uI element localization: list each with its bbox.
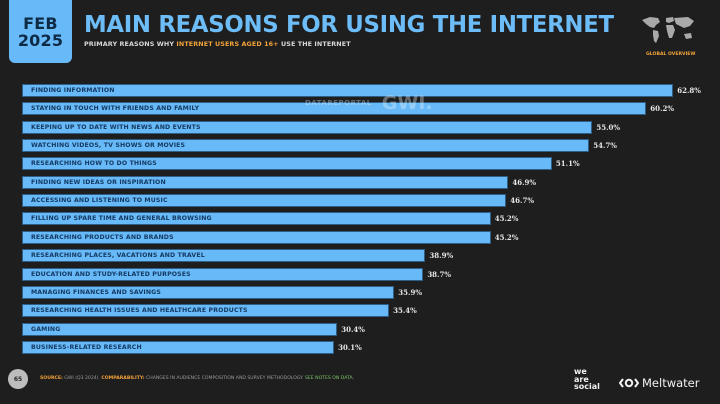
bar-value: 46.9%: [512, 177, 537, 187]
bar-label: WATCHING VIDEOS, TV SHOWS OR MOVIES: [31, 142, 186, 150]
subtitle-highlight: INTERNET USERS AGED 16+: [176, 40, 279, 48]
bar-row: RESEARCHING PRODUCTS AND BRANDS 45.2%: [22, 230, 519, 244]
bar-row: MANAGING FINANCES AND SAVINGS 35.9%: [22, 285, 422, 299]
logo-line-2: are: [574, 374, 589, 384]
bar-row: FINDING INFORMATION 62.8%: [22, 84, 701, 97]
bar-label: ACCESSING AND LISTENING TO MUSIC: [31, 197, 168, 205]
bar-row: GAMING 30.4%: [22, 322, 365, 336]
bar-row: EDUCATION AND STUDY-RELATED PURPOSES 38.7…: [22, 267, 452, 281]
date-month: FEB: [23, 13, 58, 33]
bar: RESEARCHING PRODUCTS AND BRANDS: [22, 230, 491, 244]
meltwater-text: Meltwater: [642, 376, 700, 390]
world-map-icon: [642, 17, 694, 43]
bar: GAMING: [22, 322, 338, 336]
bar-value: 60.2%: [650, 104, 674, 114]
bar: ACCESSING AND LISTENING TO MUSIC: [22, 194, 507, 208]
bar-value: 35.9%: [398, 287, 422, 297]
bar-label: MANAGING FINANCES AND SAVINGS: [31, 288, 161, 296]
bar: WATCHING VIDEOS, TV SHOWS OR MOVIES: [22, 139, 590, 153]
bar-value: 62.8%: [677, 86, 701, 95]
bar-row: WATCHING VIDEOS, TV SHOWS OR MOVIES 54.7%: [22, 139, 617, 153]
bar-row: FINDING NEW IDEAS OR INSPIRATION 46.9%: [22, 175, 537, 189]
bar-row: ACCESSING AND LISTENING TO MUSIC 46.7%: [22, 194, 534, 208]
logo-line-1: we: [574, 367, 587, 376]
bar: FINDING NEW IDEAS OR INSPIRATION: [22, 175, 509, 189]
source-label: SOURCE:: [40, 376, 63, 381]
bar-row: RESEARCHING HOW TO DO THINGS 51.1%: [22, 157, 580, 171]
bar-value: 38.9%: [429, 251, 454, 261]
subtitle-suffix: USE THE INTERNET: [278, 40, 351, 48]
bar-label: BUSINESS-RELATED RESEARCH: [31, 343, 142, 351]
bar: FINDING INFORMATION: [22, 84, 674, 97]
bar-label: RESEARCHING PLACES, VACATIONS AND TRAVEL: [31, 252, 205, 260]
we-are-social-logo: we are social: [574, 368, 600, 391]
bar-value: 45.2%: [494, 214, 519, 224]
bar: KEEPING UP TO DATE WITH NEWS AND EVENTS: [22, 120, 593, 134]
bar-label: FINDING NEW IDEAS OR INSPIRATION: [31, 178, 166, 186]
bar-label: RESEARCHING HEALTH ISSUES AND HEALTHCARE…: [31, 307, 248, 315]
global-overview-label: GLOBAL OVERVIEW: [646, 52, 696, 57]
bar: RESEARCHING HOW TO DO THINGS: [22, 157, 552, 171]
bar-row: FILLING UP SPARE TIME AND GENERAL BROWSI…: [22, 212, 519, 226]
source-text: GWI (Q3 2024).: [62, 376, 102, 381]
notes-link[interactable]: SEE NOTES ON DATA.: [304, 376, 354, 381]
bar-label: STAYING IN TOUCH WITH FRIENDS AND FAMILY: [31, 105, 200, 113]
bar-value: 55.0%: [596, 122, 621, 132]
page-number: 65: [8, 369, 28, 389]
bar-value: 38.7%: [427, 269, 452, 279]
page-subtitle: PRIMARY REASONS WHY INTERNET USERS AGED …: [84, 40, 351, 48]
comparability-text: CHANGES IN AUDIENCE COMPOSITION AND SURV…: [144, 376, 305, 381]
bar-row: RESEARCHING PLACES, VACATIONS AND TRAVEL…: [22, 249, 454, 263]
bar-label: FILLING UP SPARE TIME AND GENERAL BROWSI…: [31, 215, 212, 223]
meltwater-logo: Meltwater: [619, 376, 699, 390]
bar-value: 35.4%: [393, 306, 417, 316]
bar: BUSINESS-RELATED RESEARCH: [22, 340, 335, 354]
bar-label: FINDING INFORMATION: [31, 87, 115, 94]
bar-label: KEEPING UP TO DATE WITH NEWS AND EVENTS: [31, 123, 201, 131]
bar-value: 30.4%: [341, 324, 365, 334]
meltwater-icon: [619, 378, 639, 388]
comparability-label: COMPARABILITY:: [101, 376, 145, 381]
date-year: 2025: [17, 30, 64, 50]
bar-value: 45.2%: [494, 232, 519, 242]
bar: RESEARCHING HEALTH ISSUES AND HEALTHCARE…: [22, 304, 390, 318]
bar-label: EDUCATION AND STUDY-RELATED PURPOSES: [31, 270, 191, 278]
bar: FILLING UP SPARE TIME AND GENERAL BROWSI…: [22, 212, 491, 226]
bar-chart: FINDING INFORMATION 62.8% STAYING IN TOUCH…: [22, 84, 701, 354]
bar-row: RESEARCHING HEALTH ISSUES AND HEALTHCARE…: [22, 304, 417, 318]
bar-row: STAYING IN TOUCH WITH FRIENDS AND FAMILY…: [22, 102, 674, 116]
date-badge: FEB 2025: [9, 0, 72, 63]
bar-value: 51.1%: [555, 159, 580, 169]
footer-source: SOURCE: GWI (Q3 2024). COMPARABILITY: CH…: [40, 376, 354, 381]
bar: STAYING IN TOUCH WITH FRIENDS AND FAMILY: [22, 102, 647, 116]
bar: MANAGING FINANCES AND SAVINGS: [22, 285, 395, 299]
bar: RESEARCHING PLACES, VACATIONS AND TRAVEL: [22, 249, 426, 263]
bar: EDUCATION AND STUDY-RELATED PURPOSES: [22, 267, 424, 281]
bar-value: 54.7%: [593, 141, 617, 151]
bar-row: BUSINESS-RELATED RESEARCH 30.1%: [22, 340, 362, 354]
bar-label: RESEARCHING PRODUCTS AND BRANDS: [31, 233, 174, 241]
bar-value: 46.7%: [510, 196, 534, 206]
logo-line-3: social: [574, 382, 600, 392]
bar-value: 30.1%: [338, 342, 362, 352]
bar-row: KEEPING UP TO DATE WITH NEWS AND EVENTS 5…: [22, 120, 621, 134]
bar-label: GAMING: [31, 325, 61, 333]
page-title: MAIN REASONS FOR USING THE INTERNET: [84, 10, 614, 38]
subtitle-prefix: PRIMARY REASONS WHY: [84, 40, 177, 48]
bar-label: RESEARCHING HOW TO DO THINGS: [31, 160, 157, 168]
